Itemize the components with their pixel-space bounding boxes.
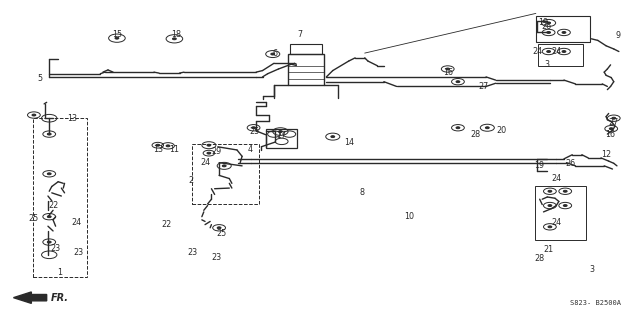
Circle shape <box>456 81 460 83</box>
Text: 9: 9 <box>615 31 620 40</box>
Text: 3: 3 <box>545 60 550 69</box>
Circle shape <box>32 114 36 116</box>
Circle shape <box>446 68 450 70</box>
Circle shape <box>485 127 489 129</box>
Text: FR.: FR. <box>51 293 68 303</box>
Circle shape <box>563 204 567 206</box>
Circle shape <box>47 216 51 218</box>
Text: 23: 23 <box>74 249 84 257</box>
Text: 17: 17 <box>276 131 287 140</box>
Text: 27: 27 <box>609 117 619 127</box>
Circle shape <box>271 53 275 55</box>
Bar <box>536 16 590 42</box>
Circle shape <box>563 190 567 192</box>
Text: 28: 28 <box>534 254 545 263</box>
Circle shape <box>548 204 552 206</box>
Circle shape <box>173 38 176 40</box>
Text: 24: 24 <box>200 158 210 167</box>
Text: 22: 22 <box>48 201 58 210</box>
Text: 15: 15 <box>112 30 122 39</box>
Circle shape <box>222 165 226 167</box>
Text: 20: 20 <box>496 126 506 135</box>
Circle shape <box>331 136 335 137</box>
Text: 25: 25 <box>250 127 260 136</box>
Text: 19: 19 <box>534 161 545 170</box>
Text: 16: 16 <box>443 68 452 77</box>
Text: 23: 23 <box>51 244 61 253</box>
Text: 26: 26 <box>565 159 575 168</box>
Circle shape <box>47 173 51 175</box>
Circle shape <box>47 133 51 135</box>
Text: 5: 5 <box>38 74 43 83</box>
Text: 4: 4 <box>247 145 252 154</box>
Text: 21: 21 <box>543 245 554 254</box>
Text: 22: 22 <box>162 220 172 229</box>
Circle shape <box>562 32 566 33</box>
Text: 28: 28 <box>471 130 481 138</box>
Circle shape <box>166 145 170 147</box>
Text: 14: 14 <box>344 137 354 146</box>
Circle shape <box>456 127 460 129</box>
Circle shape <box>548 190 552 192</box>
Circle shape <box>547 22 550 24</box>
Circle shape <box>548 226 552 228</box>
Circle shape <box>156 144 160 146</box>
Circle shape <box>207 152 211 154</box>
Text: 13: 13 <box>67 114 77 123</box>
Circle shape <box>547 50 550 52</box>
Text: 2: 2 <box>188 176 193 185</box>
Text: 23: 23 <box>188 248 197 257</box>
Circle shape <box>612 117 616 119</box>
Text: 11: 11 <box>170 145 179 154</box>
Text: 12: 12 <box>601 150 611 159</box>
Text: 8: 8 <box>359 188 364 197</box>
Bar <box>534 186 586 241</box>
Circle shape <box>115 37 119 39</box>
Text: 19: 19 <box>538 19 548 27</box>
Text: 1: 1 <box>57 268 62 277</box>
Circle shape <box>547 32 550 33</box>
Text: 27: 27 <box>478 82 488 91</box>
Circle shape <box>562 50 566 52</box>
Text: 23: 23 <box>211 253 221 262</box>
Text: 16: 16 <box>605 130 615 138</box>
Text: 24: 24 <box>551 218 561 227</box>
Bar <box>290 44 322 54</box>
Circle shape <box>217 227 221 229</box>
Circle shape <box>252 127 255 129</box>
FancyArrow shape <box>13 292 47 303</box>
Text: 25: 25 <box>29 214 39 223</box>
Circle shape <box>207 144 211 146</box>
Text: 24: 24 <box>71 218 81 227</box>
Text: 25: 25 <box>216 229 227 238</box>
Text: 24: 24 <box>551 174 561 183</box>
Bar <box>192 144 259 204</box>
Text: 24: 24 <box>532 47 542 56</box>
Bar <box>266 129 297 148</box>
Circle shape <box>609 128 613 130</box>
Bar <box>33 118 87 277</box>
Text: 3: 3 <box>589 264 595 274</box>
Text: 29: 29 <box>211 147 221 156</box>
Text: 13: 13 <box>153 145 163 154</box>
Text: 6: 6 <box>273 48 278 58</box>
Text: 18: 18 <box>171 31 180 40</box>
Text: 10: 10 <box>404 212 415 221</box>
Text: 24: 24 <box>551 47 561 56</box>
Bar <box>538 44 583 66</box>
Text: 26: 26 <box>541 22 551 31</box>
Circle shape <box>278 130 282 132</box>
Circle shape <box>47 241 51 243</box>
Bar <box>288 54 324 85</box>
Text: 7: 7 <box>297 30 302 39</box>
Text: S823- B2500A: S823- B2500A <box>570 300 621 306</box>
